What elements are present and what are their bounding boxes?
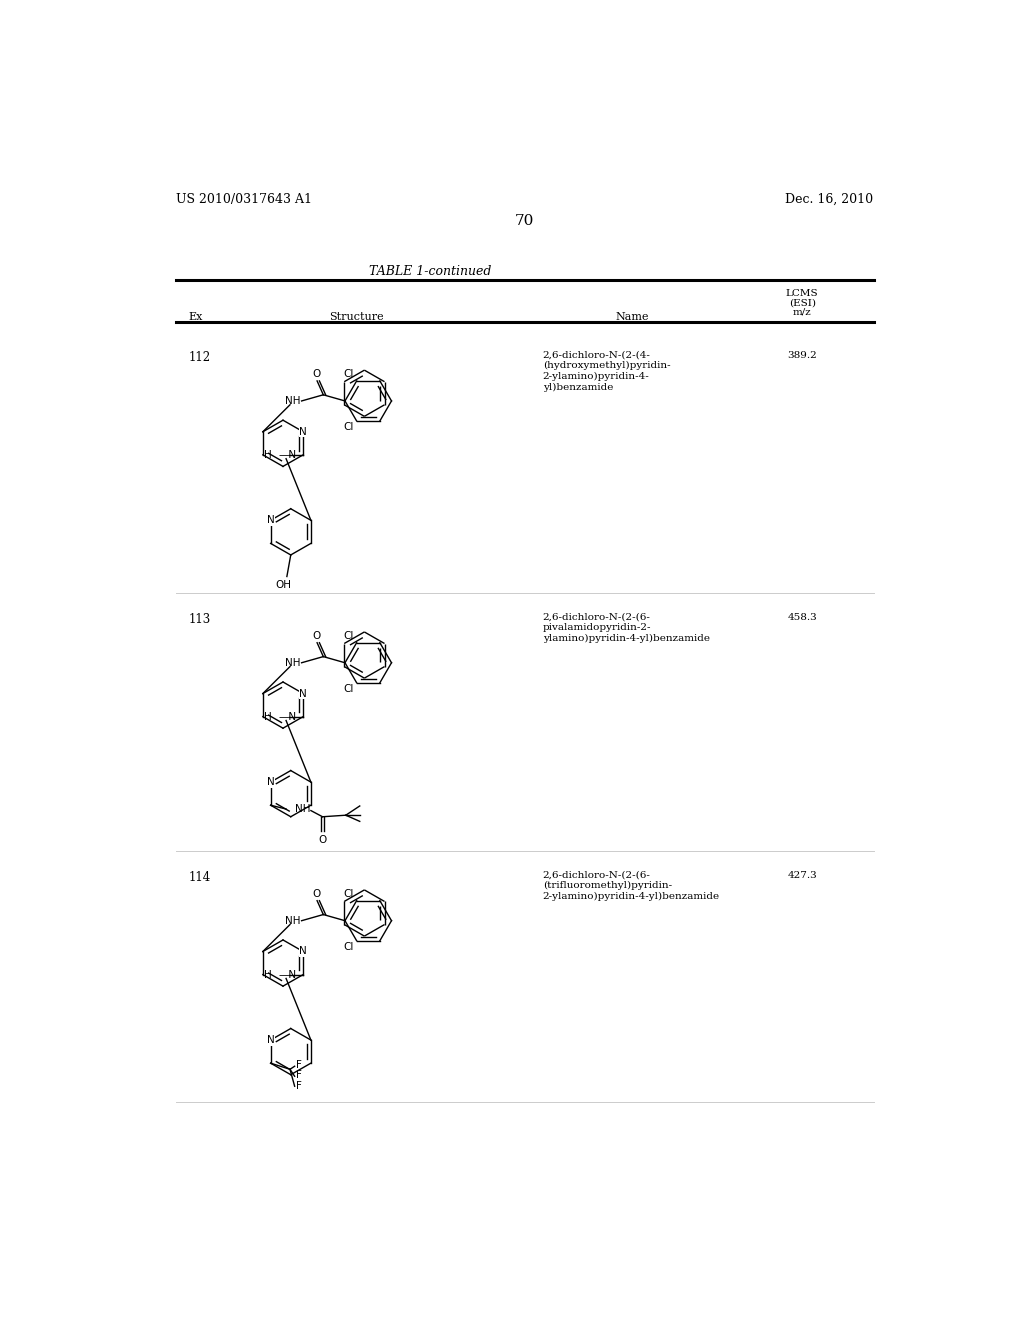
Text: NH: NH [285,396,300,407]
Text: N: N [299,426,307,437]
Text: Cl: Cl [343,890,353,899]
Text: Structure: Structure [330,313,384,322]
Text: Cl: Cl [343,942,353,952]
Text: (ESI): (ESI) [788,298,816,308]
Text: US 2010/0317643 A1: US 2010/0317643 A1 [176,193,312,206]
Text: 113: 113 [188,612,211,626]
Text: 2,6-dichloro-N-(2-(4-
(hydroxymethyl)pyridin-
2-ylamino)pyridin-4-
yl)benzamide: 2,6-dichloro-N-(2-(4- (hydroxymethyl)pyr… [543,351,671,392]
Text: NH: NH [295,804,311,814]
Text: Name: Name [615,313,648,322]
Text: H: H [264,970,272,979]
Text: Dec. 16, 2010: Dec. 16, 2010 [785,193,873,206]
Text: LCMS: LCMS [786,289,818,298]
Text: Cl: Cl [343,370,353,379]
Text: 2,6-dichloro-N-(2-(6-
(trifluoromethyl)pyridin-
2-ylamino)pyridin-4-yl)benzamide: 2,6-dichloro-N-(2-(6- (trifluoromethyl)p… [543,871,720,900]
Text: OH: OH [275,581,291,590]
Text: TABLE 1-continued: TABLE 1-continued [369,264,492,277]
Text: N: N [266,515,274,525]
Text: 389.2: 389.2 [787,351,817,360]
Text: —N: —N [279,450,297,459]
Text: —N: —N [279,970,297,979]
Text: Cl: Cl [343,631,353,642]
Text: O: O [318,836,327,845]
Text: N: N [266,1035,274,1045]
Text: NH: NH [285,916,300,925]
Text: N: N [299,689,307,698]
Text: —N: —N [279,711,297,722]
Text: N: N [299,946,307,957]
Text: 2,6-dichloro-N-(2-(6-
pivalamidopyridin-2-
ylamino)pyridin-4-yl)benzamide: 2,6-dichloro-N-(2-(6- pivalamidopyridin-… [543,612,710,643]
Text: N: N [266,777,274,787]
Text: H: H [264,450,272,459]
Text: F: F [296,1081,302,1092]
Text: 114: 114 [188,871,211,883]
Text: NH: NH [285,657,300,668]
Text: F: F [296,1060,302,1071]
Text: 70: 70 [515,214,535,228]
Text: H: H [264,711,272,722]
Text: 458.3: 458.3 [787,612,817,622]
Text: 427.3: 427.3 [787,871,817,879]
Text: O: O [312,370,321,379]
Text: Cl: Cl [343,422,353,433]
Text: Ex: Ex [188,313,203,322]
Text: m/z: m/z [793,308,812,317]
Text: F: F [296,1071,302,1081]
Text: O: O [312,890,321,899]
Text: 112: 112 [188,351,211,364]
Text: Cl: Cl [343,684,353,694]
Text: O: O [312,631,321,642]
